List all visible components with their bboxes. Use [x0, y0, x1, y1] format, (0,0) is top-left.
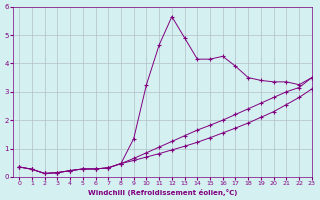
X-axis label: Windchill (Refroidissement éolien,°C): Windchill (Refroidissement éolien,°C)	[88, 189, 237, 196]
